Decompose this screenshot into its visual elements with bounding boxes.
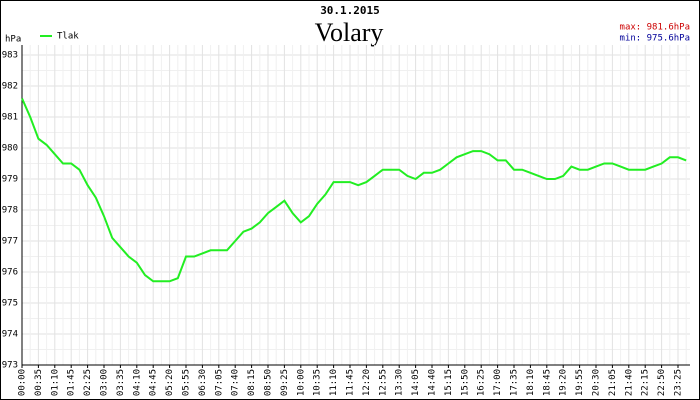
x-tick-label: 15:50 <box>460 369 470 396</box>
x-tick-label: 18:45 <box>542 369 552 396</box>
x-tick-label: 08:15 <box>247 369 257 396</box>
legend-label: Tlak <box>57 32 79 42</box>
x-tick-label: 11:45 <box>346 369 356 396</box>
min-label: min: 975.6hPa <box>620 34 690 44</box>
x-tick-label: 03:00 <box>100 369 110 396</box>
y-tick-label: 980 <box>2 144 18 154</box>
y-tick-label: 982 <box>2 82 18 92</box>
x-tick-label: 12:20 <box>362 369 372 396</box>
x-tick-label: 12:55 <box>378 369 388 396</box>
y-tick-label: 978 <box>2 206 18 216</box>
x-tick-label: 23:25 <box>674 369 684 396</box>
x-tick-label: 17:00 <box>493 369 503 396</box>
x-tick-label: 01:45 <box>67 369 77 396</box>
x-tick-label: 05:55 <box>182 369 192 396</box>
y-tick-label: 977 <box>2 237 18 247</box>
y-tick-label: 975 <box>2 299 18 309</box>
x-tick-label: 21:05 <box>608 369 618 396</box>
y-tick-label: 983 <box>2 51 18 61</box>
y-tick-label: 974 <box>2 330 18 340</box>
x-tick-label: 17:35 <box>510 369 520 396</box>
x-tick-label: 07:05 <box>214 369 224 396</box>
x-tick-label: 16:25 <box>477 369 487 396</box>
x-tick-label: 14:05 <box>411 369 421 396</box>
x-tick-label: 21:40 <box>624 369 634 396</box>
x-tick-label: 13:30 <box>395 369 405 396</box>
x-tick-label: 15:15 <box>444 369 454 396</box>
x-tick-label: 03:35 <box>116 369 126 396</box>
x-tick-label: 14:40 <box>428 369 438 396</box>
x-tick-label: 06:30 <box>198 369 208 396</box>
x-tick-label: 10:35 <box>313 369 323 396</box>
y-tick-label: 976 <box>2 268 18 278</box>
chart-title: Volary <box>315 18 384 47</box>
x-tick-label: 00:00 <box>18 369 28 396</box>
y-tick-label: 973 <box>2 361 18 371</box>
x-tick-label: 22:15 <box>641 369 651 396</box>
y-tick-label: 981 <box>2 113 18 123</box>
y-axis-label: hPa <box>5 35 21 45</box>
x-tick-label: 11:10 <box>329 369 339 396</box>
max-label: max: 981.6hPa <box>620 23 690 33</box>
x-tick-label: 04:45 <box>149 369 159 396</box>
x-tick-label: 18:10 <box>526 369 536 396</box>
x-tick-label: 10:00 <box>296 369 306 396</box>
x-tick-label: 00:35 <box>34 369 44 396</box>
line <box>21 97 687 283</box>
x-tick-label: 22:50 <box>657 369 667 396</box>
x-tick-label: 01:10 <box>50 369 60 396</box>
x-tick-label: 19:20 <box>559 369 569 396</box>
x-tick-label: 09:25 <box>280 369 290 396</box>
x-tick-label: 19:55 <box>575 369 585 396</box>
x-tick-label: 07:40 <box>231 369 241 396</box>
x-tick-label: 05:20 <box>165 369 175 396</box>
x-tick-label: 04:10 <box>132 369 142 396</box>
x-tick-label: 02:25 <box>83 369 93 396</box>
y-tick-label: 979 <box>2 175 18 185</box>
x-tick-label: 20:30 <box>592 369 602 396</box>
chart-date: 30.1.2015 <box>320 4 380 17</box>
x-tick-label: 08:50 <box>264 369 274 396</box>
